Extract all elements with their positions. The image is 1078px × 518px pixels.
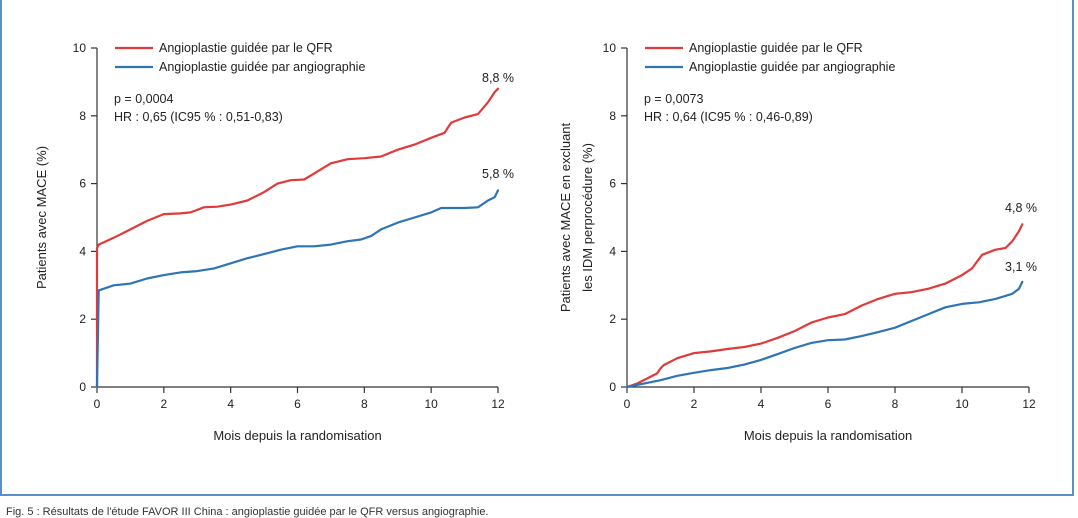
x-tick-label: 8 [892, 397, 899, 411]
x-tick-label: 6 [825, 397, 832, 411]
y-tick-label: 2 [79, 312, 86, 326]
series-line [95, 189, 500, 389]
y-tick-label: 0 [79, 380, 86, 394]
y-tick-label: 10 [603, 41, 617, 55]
end-value-label: 3,1 % [1005, 260, 1037, 274]
series-line [625, 223, 1024, 389]
end-value-label: 4,8 % [1005, 201, 1037, 215]
legend-label: Angioplastie guidée par angiographie [689, 60, 895, 74]
stat-annotation: HR : 0,64 (IC95 % : 0,46-0,89) [644, 110, 813, 124]
legend-label: Angioplastie guidée par le QFR [159, 41, 333, 55]
y-axis-label: Patients avec MACE (%) [34, 146, 49, 289]
x-tick-label: 10 [424, 397, 438, 411]
y-tick-label: 4 [609, 244, 616, 258]
x-axis-label: Mois depuis la randomisation [213, 428, 381, 443]
legend-label: Angioplastie guidée par angiographie [159, 60, 365, 74]
y-tick-label: 10 [73, 41, 87, 55]
x-tick-label: 0 [624, 397, 631, 411]
y-tick-label: 8 [79, 109, 86, 123]
stat-annotation: p = 0,0004 [114, 92, 173, 106]
x-tick-label: 0 [94, 397, 101, 411]
x-tick-label: 4 [758, 397, 765, 411]
stat-annotation: HR : 0,65 (IC95 % : 0,51-0,83) [114, 110, 283, 124]
legend-label: Angioplastie guidée par le QFR [689, 41, 863, 55]
x-tick-label: 4 [227, 397, 234, 411]
figure-charts: 0 2 4 6 8 10 0 2 4 6 8 10 12 Mois depuis la randomisa… [34, 41, 1037, 443]
x-tick-label: 2 [160, 397, 167, 411]
y-tick-label: 0 [609, 380, 616, 394]
end-value-label: 8,8 % [482, 71, 514, 85]
series-line [625, 280, 1024, 389]
y-tick-label: 4 [79, 244, 86, 258]
figure-frame [0, 0, 1074, 496]
x-tick-label: 2 [691, 397, 698, 411]
y-tick-label: 6 [609, 177, 616, 191]
x-axis-label: Mois depuis la randomisation [744, 428, 912, 443]
x-tick-label: 12 [1022, 397, 1036, 411]
x-tick-label: 10 [955, 397, 969, 411]
chart-2: 0 2 4 6 8 10 0 2 4 6 8 10 12 Mois depuis la randomisa… [558, 41, 1037, 443]
y-axis-label: les IDM perprocédure (%) [580, 143, 595, 292]
chart-1: 0 2 4 6 8 10 0 2 4 6 8 10 12 Mois depuis la randomisa… [34, 41, 514, 443]
series-line [95, 87, 500, 389]
x-tick-label: 6 [294, 397, 301, 411]
x-tick-label: 8 [361, 397, 368, 411]
y-tick-label: 8 [609, 109, 616, 123]
y-axis-label: Patients avec MACE en excluant [558, 122, 573, 312]
y-tick-label: 6 [79, 177, 86, 191]
x-tick-label: 12 [491, 397, 505, 411]
stat-annotation: p = 0,0073 [644, 92, 703, 106]
figure-caption: Fig. 5 : Résultats de l'étude FAVOR III … [6, 506, 489, 518]
end-value-label: 5,8 % [482, 167, 514, 181]
y-tick-label: 2 [609, 312, 616, 326]
